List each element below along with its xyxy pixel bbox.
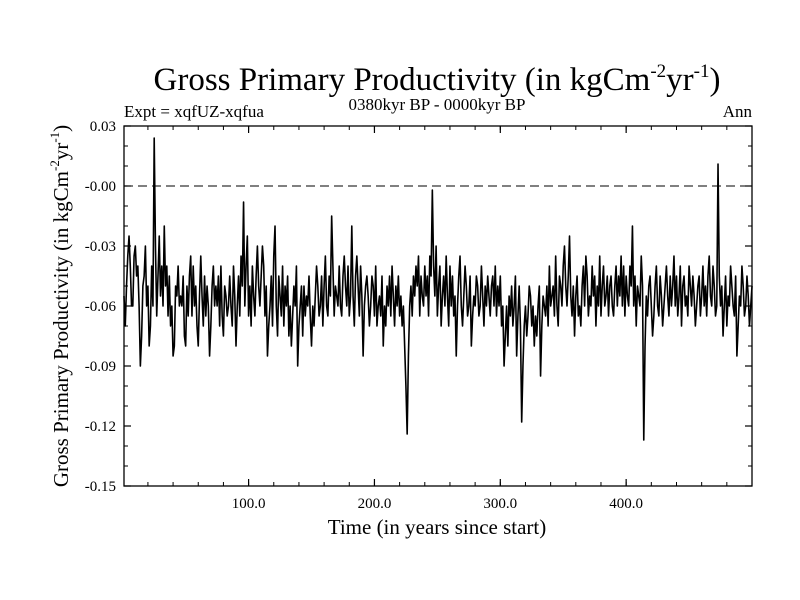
ylabel-mid: yr — [49, 143, 73, 161]
y-tick-label: -0.12 — [85, 419, 116, 435]
ylabel-sup-1: -2 — [47, 160, 62, 171]
x-tick-label: 300.0 — [483, 496, 517, 512]
subtitle-expt: Expt = xqfUZ-xqfua — [124, 102, 264, 121]
y-tick-label: -0.00 — [85, 179, 116, 195]
x-axis-label: Time (in years since start) — [328, 515, 547, 539]
title-mid: yr — [666, 62, 694, 98]
y-tick-label: -0.03 — [85, 239, 116, 255]
y-tick-label: -0.06 — [85, 299, 117, 315]
ylabel-sup-2: -1 — [47, 132, 62, 143]
x-tick-label: 100.0 — [232, 496, 266, 512]
title-main: Gross Primary Productivity (in kgCm — [154, 62, 651, 98]
ylabel-end: ) — [49, 125, 73, 132]
title-sup-1: -2 — [650, 61, 666, 82]
y-tick-label: -0.09 — [85, 359, 116, 375]
subtitle-season: Ann — [723, 102, 753, 121]
y-axis-label: Gross Primary Productivity (in kgCm-2yr-… — [47, 125, 73, 487]
x-tick-label: 200.0 — [358, 496, 392, 512]
x-tick-label: 400.0 — [609, 496, 643, 512]
plot-frame — [123, 125, 753, 487]
y-tick-label: -0.15 — [85, 479, 116, 495]
ylabel-main: Gross Primary Productivity (in kgCm — [49, 171, 73, 487]
series-line — [123, 137, 753, 441]
title-sup-2: -1 — [694, 61, 710, 82]
subtitle-period: 0380kyr BP - 0000kyr BP — [349, 95, 526, 114]
y-tick-label: 0.03 — [90, 119, 116, 135]
title-end: ) — [709, 62, 720, 98]
chart-title: Gross Primary Productivity (in kgCm-2yr-… — [154, 61, 721, 98]
